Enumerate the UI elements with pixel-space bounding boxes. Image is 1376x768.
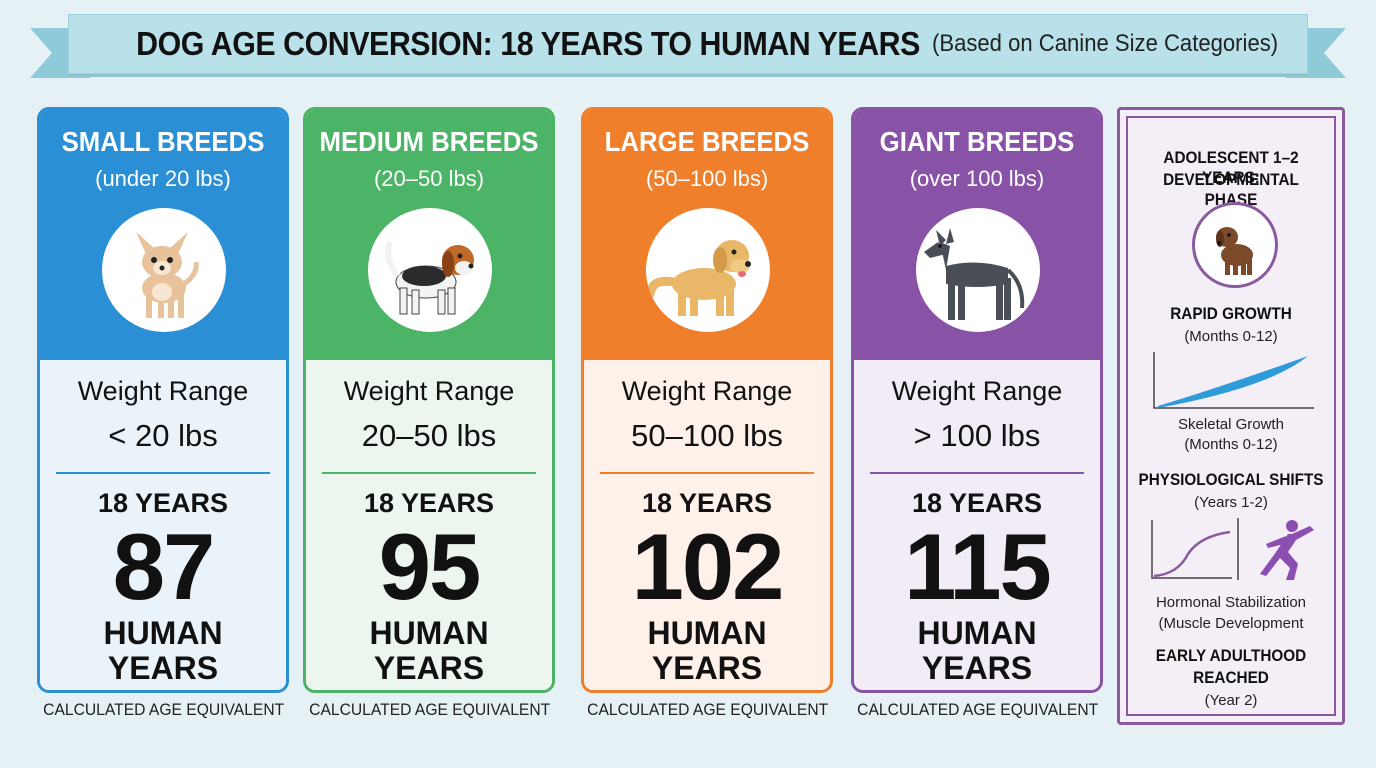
dog-years-label: 18 YEARS: [97, 488, 229, 518]
human-years-value: 102: [631, 514, 785, 619]
dog-years-label: 18 YEARS: [911, 488, 1043, 518]
human-years-value: 95: [378, 514, 482, 619]
card-header: GIANT BREEDS (over 100 lbs): [854, 110, 1100, 360]
card-body: Weight Range 50–100 lbs 18 YEARS 102 HUM…: [584, 360, 830, 690]
breed-range: (under 20 lbs): [95, 166, 231, 191]
hormonal-stabilization-label: Hormonal Stabilization: [1155, 594, 1307, 611]
human-word: HUMAN: [917, 615, 1037, 651]
chihuahua-icon: [102, 208, 226, 332]
card-caption: CALCULATED AGE EQUIVALENT: [857, 700, 1099, 719]
card-caption: CALCULATED AGE EQUIVALENT: [43, 700, 285, 719]
banner-body: DOG AGE CONVERSION: 18 YEARS TO HUMAN YE…: [68, 14, 1308, 74]
rapid-growth-heading: RAPID GROWTH: [1170, 304, 1292, 323]
card-header: LARGE BREEDS (50–100 lbs): [584, 110, 830, 360]
card-caption: CALCULATED AGE EQUIVALENT: [587, 700, 829, 719]
breed-name: GIANT BREEDS: [879, 126, 1075, 157]
page-subtitle: (Based on Canine Size Categories): [931, 30, 1278, 57]
muscle-figure-icon: [1237, 518, 1314, 580]
card-body: Weight Range 20–50 lbs 18 YEARS 95 HUMAN…: [306, 360, 552, 690]
card-header: MEDIUM BREEDS (20–50 lbs): [306, 110, 552, 360]
weight-range-value: 20–50 lbs: [361, 418, 497, 453]
physiological-shifts-heading: PHYSIOLOGICAL SHIFTS: [1138, 470, 1324, 489]
title-banner: DOG AGE CONVERSION: 18 YEARS TO HUMAN YE…: [30, 14, 1346, 88]
weight-range-label: Weight Range: [77, 376, 249, 406]
human-word: HUMAN: [369, 615, 489, 651]
muscle-development-label: (Muscle Development: [1158, 615, 1304, 632]
human-years-label: HUMAN YEARS: [40, 616, 286, 686]
years-word: YEARS: [651, 650, 763, 686]
years-word: YEARS: [373, 650, 485, 686]
puppy-icon: [1192, 202, 1278, 288]
card-small-breeds: SMALL BREEDS (under 20 lbs) Weight Range…: [37, 107, 289, 693]
human-years-label: HUMAN YEARS: [584, 616, 830, 686]
great-dane-icon: [916, 208, 1040, 332]
skeletal-growth-label: Skeletal Growth: [1178, 416, 1284, 433]
weight-range-value: 50–100 lbs: [631, 418, 783, 453]
card-caption: CALCULATED AGE EQUIVALENT: [309, 700, 551, 719]
human-years-label: HUMAN YEARS: [306, 616, 552, 686]
breed-name: MEDIUM BREEDS: [319, 126, 539, 157]
breed-range: (50–100 lbs): [645, 166, 769, 191]
dog-years-label: 18 YEARS: [641, 488, 773, 518]
early-adulthood-line-1: EARLY ADULTHOOD: [1155, 646, 1307, 665]
breed-name: LARGE BREEDS: [604, 126, 810, 157]
card-large-breeds: LARGE BREEDS (50–100 lbs) Weight Range 5…: [581, 107, 833, 693]
weight-range-value: < 20 lbs: [108, 418, 218, 453]
divider: [600, 472, 814, 474]
human-years-label: HUMAN YEARS: [854, 616, 1100, 686]
dog-years-label: 18 YEARS: [363, 488, 495, 518]
years-word: YEARS: [921, 650, 1033, 686]
breed-range: (over 100 lbs): [909, 166, 1045, 191]
human-word: HUMAN: [103, 615, 223, 651]
weight-range-value: > 100 lbs: [913, 418, 1041, 453]
growth-curve-icon: [1153, 352, 1314, 409]
physiological-shifts-period: (Years 1-2): [1194, 494, 1268, 511]
weight-range-label: Weight Range: [343, 376, 515, 406]
breed-name: SMALL BREEDS: [61, 126, 265, 157]
rapid-growth-period: (Months 0-12): [1184, 328, 1278, 345]
card-header: SMALL BREEDS (under 20 lbs): [40, 110, 286, 360]
years-word: YEARS: [107, 650, 219, 686]
developmental-phase-panel: ADOLESCENT 1–2 YEARS: DEVELOPMENTAL PHAS…: [1117, 107, 1345, 725]
human-years-value: 87: [112, 514, 216, 619]
card-medium-breeds: MEDIUM BREEDS (20–50 lbs) Weight Range 2…: [303, 107, 555, 693]
card-giant-breeds: GIANT BREEDS (over 100 lbs) Weight Range…: [851, 107, 1103, 693]
divider: [870, 472, 1084, 474]
beagle-icon: [368, 208, 492, 332]
panel-frame: ADOLESCENT 1–2 YEARS: DEVELOPMENTAL PHAS…: [1126, 116, 1336, 716]
hormonal-curve-icon: [1151, 520, 1232, 579]
card-body: Weight Range < 20 lbs 18 YEARS 87 HUMAN Y…: [40, 360, 286, 690]
golden-retriever-icon: [646, 208, 770, 332]
human-years-value: 115: [904, 514, 1052, 619]
card-body: Weight Range > 100 lbs 18 YEARS 115 HUMA…: [854, 360, 1100, 690]
skeletal-growth-period: (Months 0-12): [1184, 436, 1278, 453]
early-adulthood-period: (Year 2): [1204, 692, 1258, 709]
breed-range: (20–50 lbs): [373, 166, 485, 191]
human-word: HUMAN: [647, 615, 767, 651]
page-title: DOG AGE CONVERSION: 18 YEARS TO HUMAN YE…: [136, 25, 920, 62]
weight-range-label: Weight Range: [891, 376, 1063, 406]
divider: [56, 472, 270, 474]
weight-range-label: Weight Range: [621, 376, 793, 406]
divider: [322, 472, 536, 474]
early-adulthood-line-2: REACHED: [1193, 668, 1269, 687]
panel-title-line-1: ADOLESCENT 1–2 YEARS:: [1163, 148, 1299, 187]
